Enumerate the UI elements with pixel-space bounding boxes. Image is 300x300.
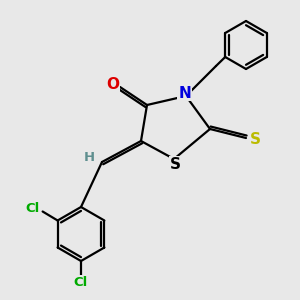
Text: Cl: Cl [25,202,39,215]
Text: H: H [84,151,95,164]
Text: S: S [250,132,260,147]
Text: O: O [106,76,119,92]
Text: N: N [178,85,191,100]
Text: S: S [170,157,181,172]
Text: Cl: Cl [74,275,88,289]
